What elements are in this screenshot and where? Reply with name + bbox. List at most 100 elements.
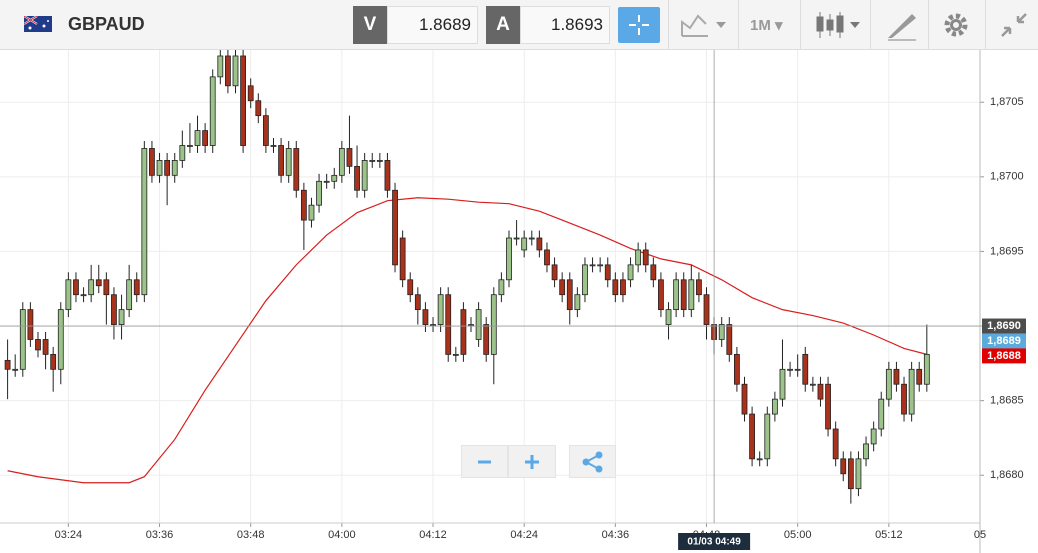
candle-body (635, 249, 642, 266)
candle-body (19, 309, 26, 370)
candle-body (574, 294, 581, 311)
candle-body (680, 279, 687, 311)
candle-body (293, 148, 300, 191)
flag-icon (24, 16, 52, 32)
candle-body (171, 160, 178, 176)
candle-body (726, 324, 733, 355)
candle-body (825, 383, 831, 430)
candle-body (794, 368, 801, 371)
candle-body (430, 324, 436, 326)
candle-body (582, 264, 588, 296)
candle-body (414, 294, 421, 311)
candle-body (787, 368, 793, 371)
x-tick-label: 04:00 (328, 529, 356, 541)
candle-body (300, 189, 307, 221)
candle-body (118, 309, 125, 325)
settings-button[interactable] (936, 0, 976, 50)
candle-body (42, 339, 49, 355)
candle-body (460, 309, 467, 355)
share-button[interactable] (569, 445, 616, 478)
candle-body (392, 189, 398, 266)
candle-body (369, 160, 376, 162)
y-tick-label: 1,8695 (990, 245, 1024, 257)
share-icon (582, 451, 603, 473)
candle-type-button[interactable] (810, 0, 870, 50)
separator (800, 0, 801, 50)
candle-body (376, 160, 383, 162)
draw-button[interactable] (882, 0, 922, 50)
candle-body (4, 359, 11, 370)
candle-body (620, 279, 626, 296)
candle-body (528, 237, 535, 240)
plot (4, 50, 930, 504)
candle-body (642, 249, 649, 266)
candle-body (551, 264, 558, 281)
candle-body (452, 353, 459, 356)
fullscreen-button[interactable] (994, 0, 1034, 50)
candle-body (840, 458, 847, 475)
candle-body (544, 249, 550, 266)
candle-body (12, 368, 19, 371)
candle-body (278, 145, 284, 176)
candle-body (384, 160, 391, 191)
candle-body (437, 294, 444, 325)
candle-body (407, 279, 414, 296)
candle-body (65, 279, 72, 311)
plus-icon (525, 455, 539, 469)
candle-body (559, 279, 566, 296)
bid-label[interactable]: V (353, 6, 387, 44)
y-tick-label: 1,8685 (990, 395, 1024, 407)
candle-body (323, 180, 330, 183)
candle-body (855, 458, 862, 490)
candle-body (164, 160, 171, 176)
crosshair-button[interactable] (618, 7, 660, 43)
candle-body (262, 115, 269, 146)
candle-body (764, 413, 771, 460)
y-tick-label: 1,8705 (990, 96, 1024, 108)
candle-body (475, 309, 482, 340)
candle-body (673, 279, 680, 311)
crosshair-icon (629, 15, 649, 35)
bid-price[interactable]: 1.8689 (387, 6, 478, 44)
candle-body (308, 204, 315, 221)
candle-body (521, 237, 528, 251)
candle-body (749, 413, 755, 460)
candle-body (627, 264, 634, 281)
candle-body (202, 130, 209, 146)
candle-body (718, 324, 725, 340)
candle-body (658, 279, 664, 311)
candle-body (847, 458, 854, 490)
candle-body (703, 294, 710, 325)
candle-body (741, 383, 748, 415)
candle-body (506, 237, 512, 281)
zoom-in-button[interactable] (508, 445, 556, 478)
plot-background (0, 50, 980, 523)
separator (738, 0, 739, 50)
candle-body (779, 368, 786, 400)
candle-body (809, 383, 816, 386)
candle-body (149, 148, 155, 176)
separator (668, 0, 669, 50)
candle-body (536, 237, 543, 251)
price-label-box (982, 348, 1026, 364)
candle-body (832, 428, 839, 460)
candle-body (589, 264, 596, 267)
symbol: GBPAUD (68, 14, 145, 34)
candle-body (771, 398, 778, 415)
ask-label[interactable]: A (486, 6, 520, 44)
y-tick-label: 1,8680 (990, 469, 1024, 481)
candle-body (331, 174, 338, 182)
interval-button[interactable]: 1M ▾ (750, 17, 783, 34)
zoom-out-button[interactable] (461, 445, 508, 478)
ask-price[interactable]: 1.8693 (520, 6, 610, 44)
candle-body (73, 279, 79, 296)
separator (928, 0, 929, 50)
candle-body (650, 264, 657, 281)
candle-body (612, 279, 619, 296)
candle-body (103, 279, 110, 296)
candle-body (901, 383, 907, 415)
candle-body (498, 279, 505, 296)
chart-type-button[interactable] (676, 0, 736, 50)
interval: 1M (750, 17, 771, 34)
